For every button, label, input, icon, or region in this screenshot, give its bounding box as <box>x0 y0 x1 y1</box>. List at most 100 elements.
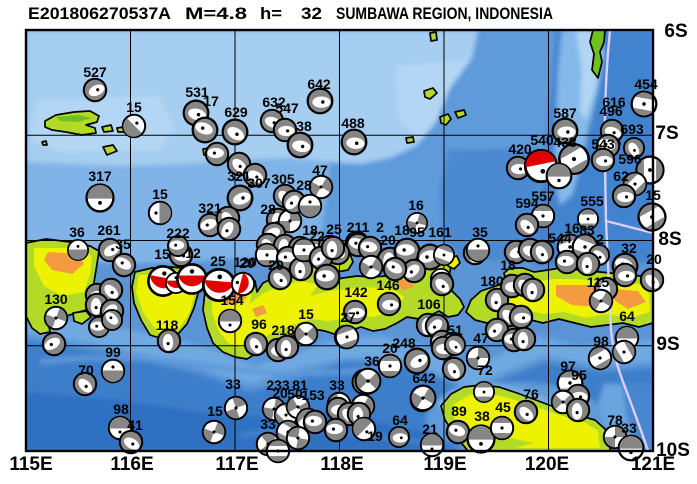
svg-text:632: 632 <box>262 94 286 110</box>
svg-text:70: 70 <box>78 362 94 378</box>
svg-text:142: 142 <box>344 284 368 300</box>
svg-text:22: 22 <box>309 228 325 244</box>
svg-text:557: 557 <box>531 188 555 204</box>
svg-text:527: 527 <box>83 64 107 80</box>
svg-text:83: 83 <box>579 222 595 238</box>
svg-text:47: 47 <box>312 162 328 178</box>
svg-text:594: 594 <box>515 195 539 211</box>
svg-text:8S: 8S <box>658 229 681 250</box>
svg-text:587: 587 <box>553 105 577 121</box>
svg-text:33: 33 <box>225 376 241 392</box>
svg-text:454: 454 <box>634 76 658 92</box>
svg-text:120E: 120E <box>525 454 569 475</box>
svg-text:33: 33 <box>260 416 276 432</box>
svg-text:321: 321 <box>227 168 251 184</box>
svg-text:95: 95 <box>409 224 425 240</box>
svg-text:16: 16 <box>408 197 424 213</box>
svg-text:6S: 6S <box>664 21 687 42</box>
svg-text:15: 15 <box>126 99 142 115</box>
svg-text:642: 642 <box>307 76 331 92</box>
svg-text:81: 81 <box>292 377 308 393</box>
svg-text:50: 50 <box>287 386 303 402</box>
svg-text:32: 32 <box>621 240 637 256</box>
svg-text:27: 27 <box>340 309 356 325</box>
svg-text:555: 555 <box>580 193 604 209</box>
svg-text:116E: 116E <box>110 454 153 475</box>
svg-text:51: 51 <box>447 322 463 338</box>
svg-text:18: 18 <box>302 222 318 238</box>
svg-text:28: 28 <box>296 177 312 193</box>
svg-text:543: 543 <box>591 136 615 152</box>
svg-text:317: 317 <box>88 168 112 184</box>
svg-text:616: 616 <box>602 94 626 110</box>
svg-text:15: 15 <box>207 403 223 419</box>
svg-text:35: 35 <box>472 224 488 240</box>
svg-text:20: 20 <box>272 385 288 401</box>
svg-text:222: 222 <box>166 225 190 241</box>
svg-text:20: 20 <box>268 257 284 273</box>
svg-text:321: 321 <box>198 200 222 216</box>
svg-text:233: 233 <box>266 377 290 393</box>
svg-text:99: 99 <box>105 344 121 360</box>
svg-text:25: 25 <box>210 253 226 269</box>
svg-text:36: 36 <box>364 353 380 369</box>
svg-text:15: 15 <box>154 246 170 262</box>
svg-text:20: 20 <box>382 340 398 356</box>
svg-text:15: 15 <box>298 306 314 322</box>
svg-text:45: 45 <box>495 399 511 415</box>
svg-text:154: 154 <box>220 292 244 308</box>
svg-text:2: 2 <box>596 231 604 247</box>
svg-text:18: 18 <box>500 257 516 273</box>
svg-text:420: 420 <box>508 141 532 157</box>
svg-text:20: 20 <box>380 232 396 248</box>
svg-text:496: 496 <box>599 103 623 119</box>
svg-text:64: 64 <box>392 412 408 428</box>
svg-text:115E: 115E <box>9 454 52 475</box>
svg-text:M=4.8: M=4.8 <box>185 5 247 23</box>
svg-text:540: 540 <box>530 132 554 148</box>
svg-text:72: 72 <box>477 362 493 378</box>
svg-text:488: 488 <box>341 115 365 131</box>
svg-text:248: 248 <box>392 335 416 351</box>
svg-text:20: 20 <box>239 255 255 271</box>
svg-text:153: 153 <box>301 387 325 403</box>
svg-text:15: 15 <box>152 186 168 202</box>
svg-text:118E: 118E <box>320 454 363 475</box>
svg-text:21: 21 <box>422 421 438 437</box>
svg-text:544: 544 <box>548 230 572 246</box>
svg-text:161: 161 <box>428 224 452 240</box>
svg-text:96: 96 <box>251 316 267 332</box>
svg-text:38: 38 <box>296 118 312 134</box>
svg-text:2: 2 <box>376 219 384 235</box>
svg-text:130: 130 <box>44 291 68 307</box>
svg-text:78: 78 <box>607 412 623 428</box>
svg-text:E201806270537A: E201806270537A <box>28 5 171 23</box>
svg-text:16: 16 <box>564 220 580 236</box>
svg-text:h=: h= <box>260 5 282 23</box>
svg-text:47: 47 <box>473 330 489 346</box>
svg-text:307: 307 <box>247 175 271 191</box>
svg-text:41: 41 <box>127 417 143 433</box>
svg-text:97: 97 <box>560 358 576 374</box>
svg-text:64: 64 <box>619 308 635 324</box>
svg-text:98: 98 <box>113 401 129 417</box>
svg-text:7S: 7S <box>655 123 678 144</box>
svg-text:180: 180 <box>480 273 504 289</box>
svg-text:642: 642 <box>412 370 436 386</box>
svg-text:9S: 9S <box>656 334 679 355</box>
svg-text:25: 25 <box>326 221 342 237</box>
svg-text:98: 98 <box>593 333 609 349</box>
svg-text:10S: 10S <box>656 440 690 461</box>
svg-text:121E: 121E <box>631 454 675 475</box>
svg-text:17: 17 <box>203 93 219 109</box>
svg-text:12: 12 <box>185 245 201 261</box>
svg-text:119E: 119E <box>423 454 466 475</box>
svg-text:211: 211 <box>347 219 370 235</box>
svg-text:76: 76 <box>523 386 539 402</box>
svg-text:19: 19 <box>367 428 383 444</box>
svg-text:106: 106 <box>417 296 441 312</box>
svg-text:146: 146 <box>376 277 400 293</box>
svg-text:28: 28 <box>260 201 276 217</box>
svg-text:35: 35 <box>115 236 131 252</box>
svg-text:438: 438 <box>553 134 577 150</box>
